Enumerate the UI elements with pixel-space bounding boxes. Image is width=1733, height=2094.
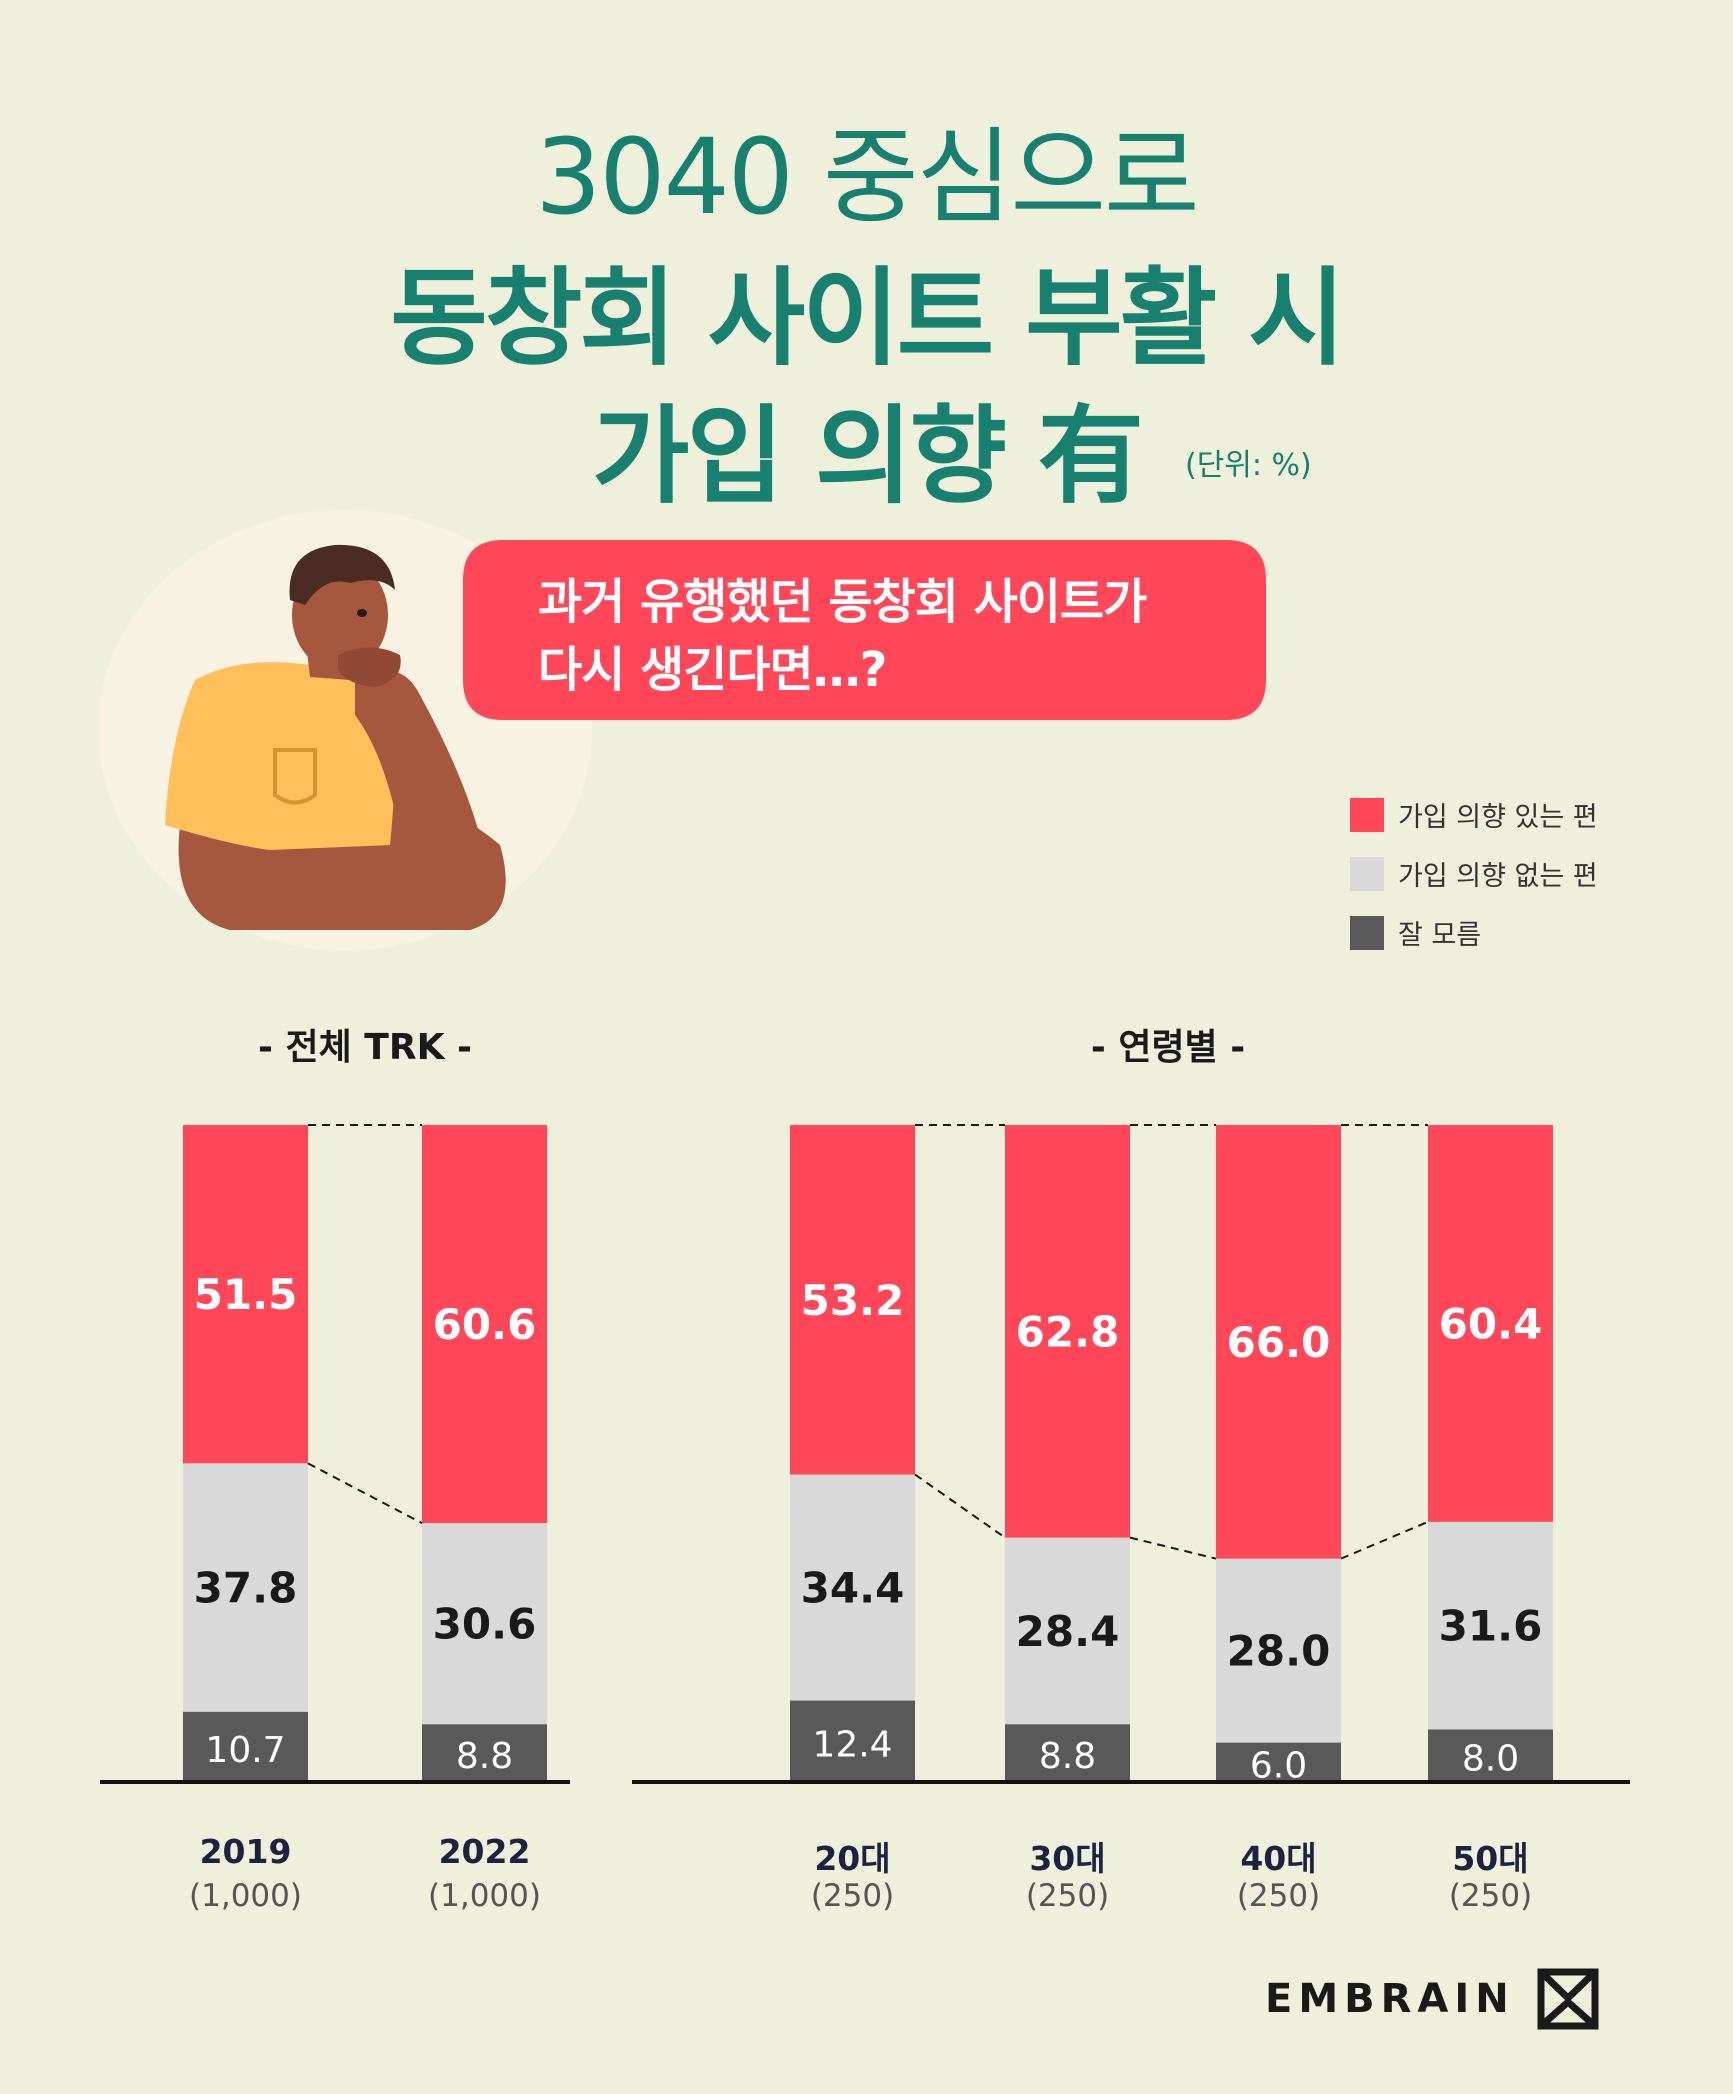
bar-segment [1216, 1125, 1341, 1559]
bar-segment [183, 1125, 308, 1464]
data-label: 31.6 [1439, 1602, 1543, 1651]
bubble-line-2: 다시 생긴다면…? [538, 642, 888, 698]
x-tick-label: 40대 [1240, 1839, 1317, 1878]
bar-segment [1216, 1558, 1341, 1743]
speech-bubble-text: 과거 유행했던 동창회 사이트가 다시 생긴다면…? [538, 568, 1238, 704]
legend-item-unknown: 잘 모름 [1350, 903, 1598, 962]
legend-swatch-no [1350, 856, 1384, 891]
data-label: 6.0 [1250, 1745, 1307, 1786]
legend-label: 가입 의향 없는 편 [1398, 861, 1598, 892]
sample-size-label: (250) [810, 1878, 895, 1914]
bar-segment [422, 1724, 547, 1782]
data-label: 28.4 [1016, 1607, 1120, 1656]
connector-line [914, 1473, 1006, 1539]
embrain-logo-icon [1537, 1968, 1599, 2030]
embrain-logo: EMBRAIN [1265, 1968, 1599, 2030]
bar-segment [422, 1523, 547, 1725]
data-label: 8.0 [1462, 1739, 1519, 1780]
legend-label: 가입 의향 있는 편 [1398, 802, 1598, 833]
legend-label: 잘 모름 [1398, 920, 1482, 951]
data-label: 12.4 [812, 1724, 892, 1765]
bar-segment [790, 1474, 915, 1701]
bar-segment [1005, 1537, 1130, 1725]
section-label-total: - 전체 TRK - [258, 1027, 472, 1068]
bar-segment [1428, 1521, 1553, 1730]
speech-bubble [463, 540, 1266, 720]
bar-segment [422, 1125, 547, 1524]
legend-swatch-unknown [1350, 915, 1384, 950]
data-label: 66.0 [1227, 1318, 1331, 1367]
bar-segment [183, 1711, 308, 1782]
bar-segment [790, 1700, 915, 1782]
sample-size-label: (1,000) [189, 1878, 302, 1914]
data-label: 37.8 [194, 1564, 298, 1613]
connector-line [1129, 1536, 1217, 1560]
unit-note: (단위: %) [1185, 448, 1312, 483]
title-line-2: 동창회 사이트 부활 시 [390, 257, 1345, 380]
bubble-line-1: 과거 유행했던 동창회 사이트가 [538, 574, 1147, 630]
data-label: 53.2 [801, 1276, 905, 1325]
legend-item-no: 가입 의향 없는 편 [1350, 844, 1598, 903]
x-tick-label: 2022 [438, 1832, 531, 1871]
x-tick-label: 50대 [1452, 1839, 1529, 1878]
x-tick-label: 20대 [814, 1839, 891, 1878]
data-label: 8.8 [1039, 1736, 1096, 1777]
bar-segment [790, 1125, 915, 1475]
title-line-3: 가입 의향 有 [592, 395, 1144, 518]
x-tick-label: 30대 [1029, 1839, 1106, 1878]
sample-size-label: (1,000) [428, 1878, 541, 1914]
bar-segment [1005, 1724, 1130, 1782]
connector-line [307, 1462, 423, 1525]
bar-segment [1005, 1125, 1130, 1538]
bar-segment [1216, 1742, 1341, 1782]
data-label: 34.4 [801, 1564, 905, 1613]
data-label: 30.6 [433, 1600, 537, 1649]
data-label: 60.4 [1439, 1299, 1543, 1348]
data-label: 8.8 [456, 1736, 513, 1777]
sample-size-label: (250) [1025, 1878, 1110, 1914]
bar-segment [183, 1463, 308, 1712]
sample-size-label: (250) [1448, 1878, 1533, 1914]
x-tick-label: 2019 [199, 1832, 292, 1871]
logo-text: EMBRAIN [1265, 1976, 1515, 2022]
data-label: 60.6 [433, 1300, 537, 1349]
data-label: 62.8 [1016, 1307, 1120, 1356]
bar-segment [1428, 1729, 1553, 1782]
title-line-1: 3040 중심으로 [535, 116, 1199, 238]
data-label: 10.7 [205, 1730, 285, 1771]
legend-swatch-yes [1350, 797, 1384, 832]
bar-segment [1428, 1125, 1553, 1522]
data-label: 28.0 [1227, 1627, 1331, 1676]
legend-item-yes: 가입 의향 있는 편 [1350, 785, 1598, 844]
section-label-age: - 연령별 - [1090, 1027, 1246, 1068]
connector-line [1340, 1520, 1429, 1560]
data-label: 51.5 [194, 1270, 298, 1319]
sample-size-label: (250) [1236, 1878, 1321, 1914]
legend: 가입 의향 있는 편 가입 의향 없는 편 잘 모름 [1350, 785, 1598, 962]
